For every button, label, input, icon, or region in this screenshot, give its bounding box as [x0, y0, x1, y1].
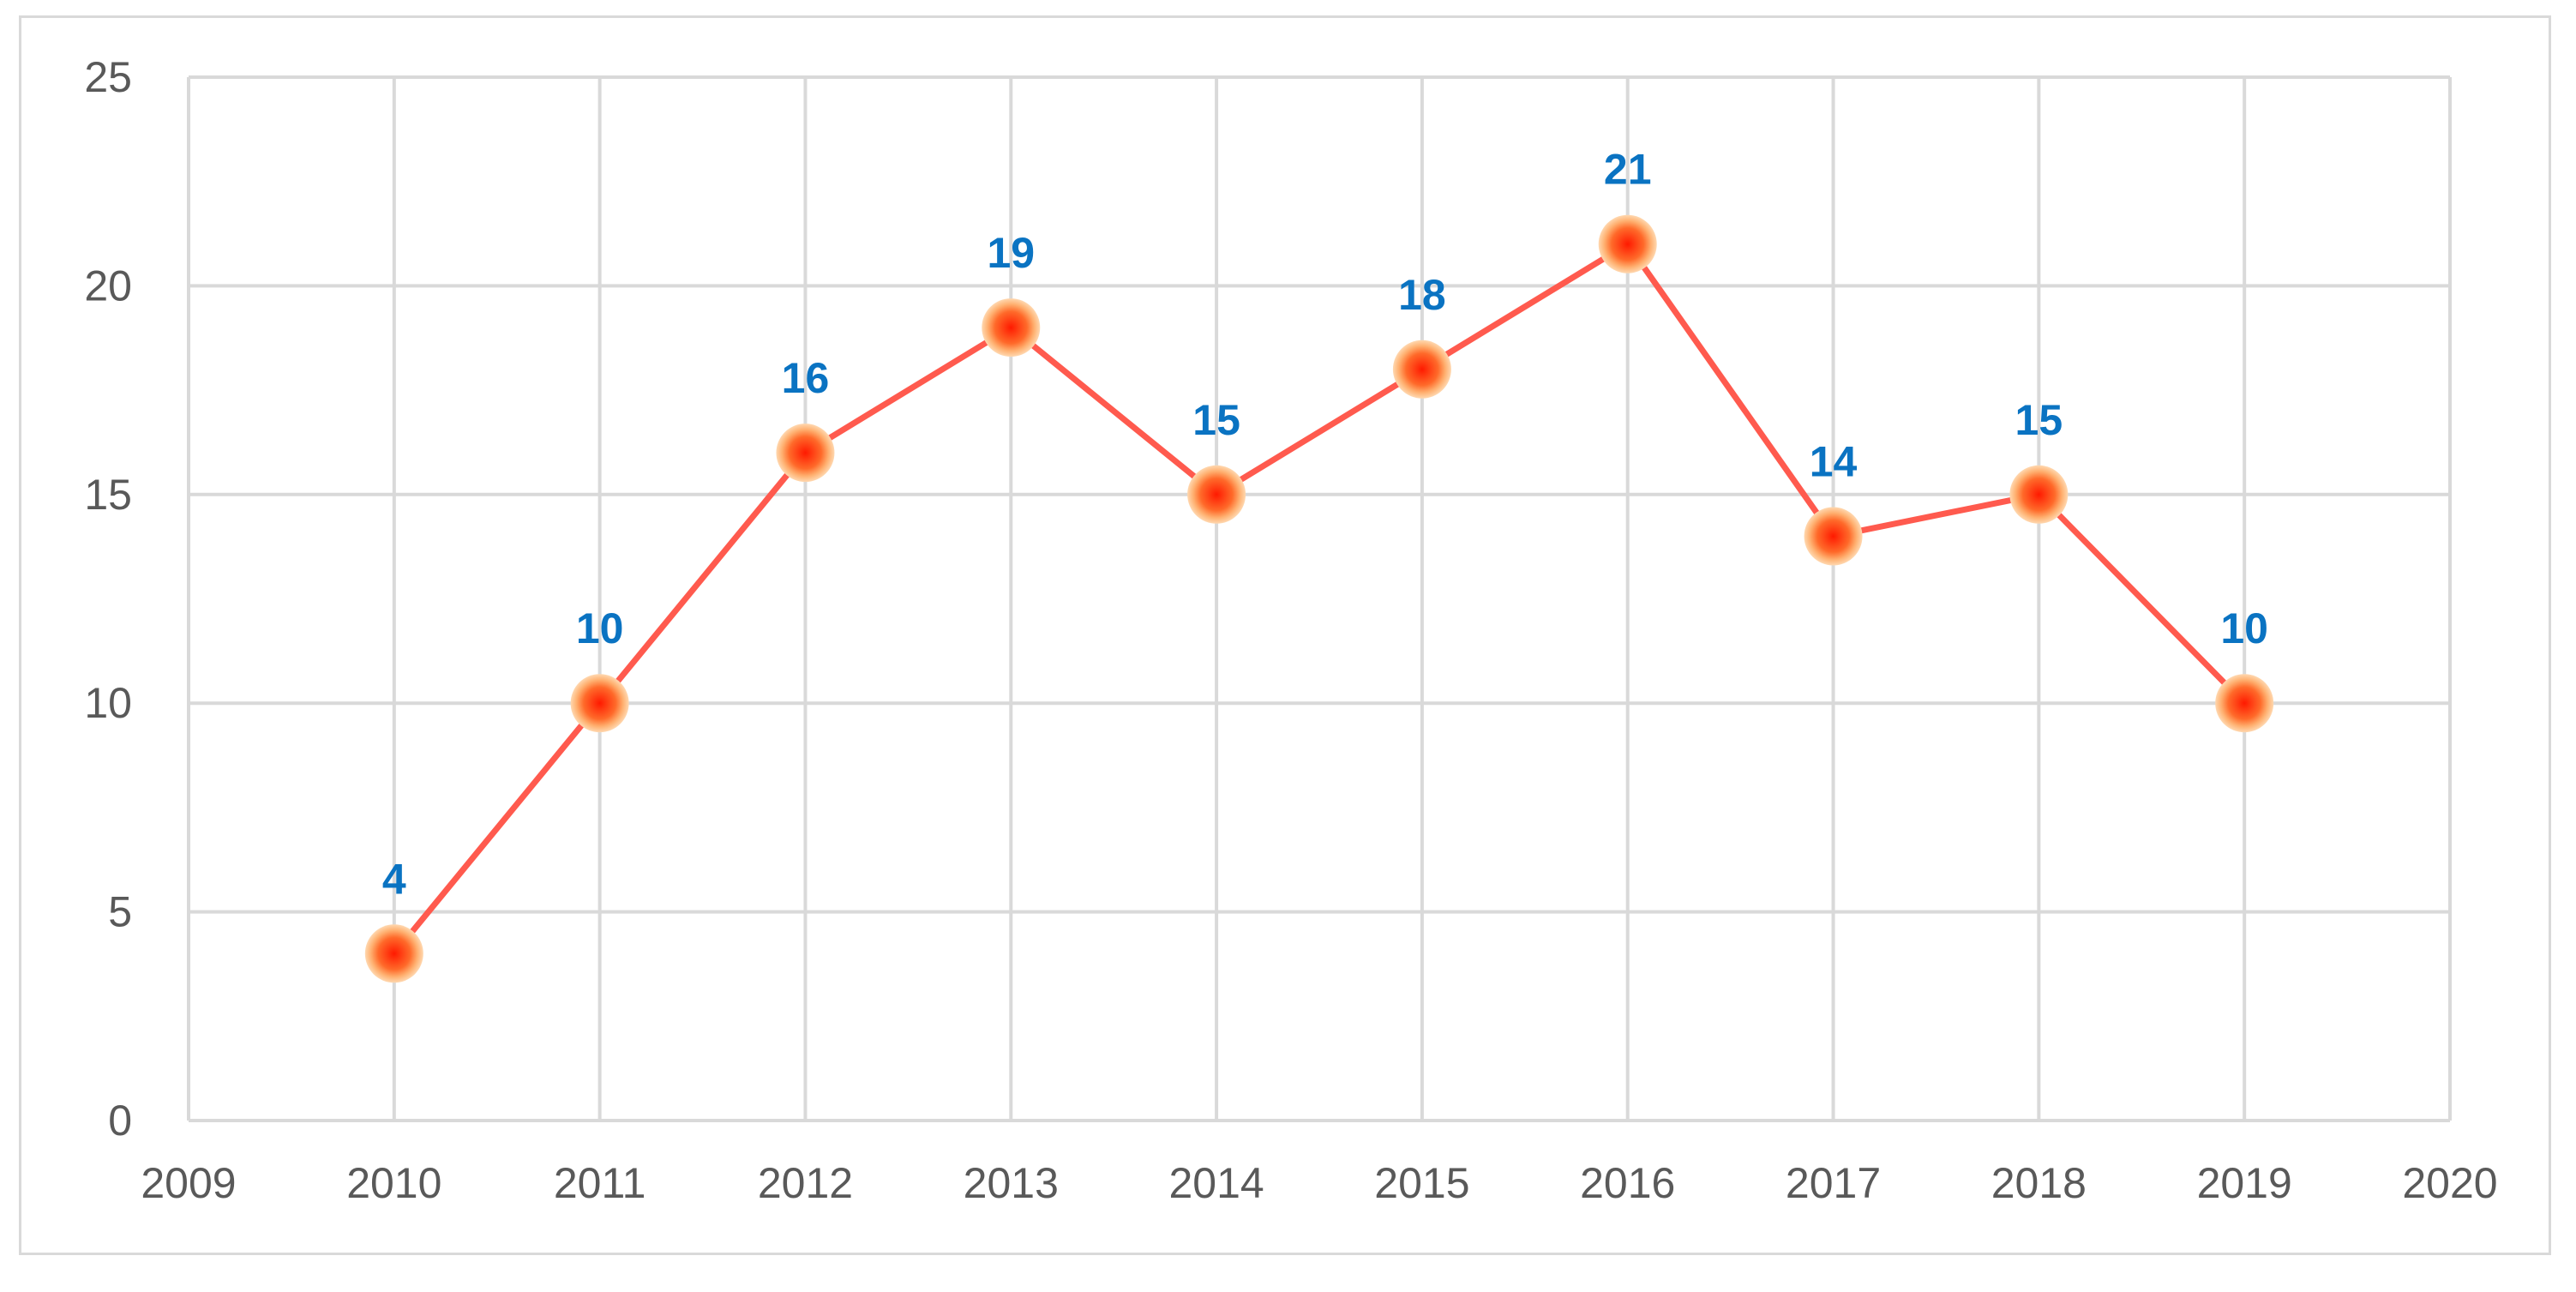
data-label: 21 [1604, 146, 1652, 194]
x-tick-label: 2009 [141, 1159, 236, 1207]
data-point-marker [1804, 507, 1863, 566]
x-tick-label: 2020 [2402, 1159, 2497, 1207]
chart-frame [19, 15, 2551, 1255]
data-label: 19 [987, 229, 1035, 277]
data-point-marker [364, 924, 423, 983]
x-tick-label: 2010 [346, 1159, 441, 1207]
data-point-marker [1187, 465, 1246, 524]
series-line-path [392, 241, 2247, 956]
data-point-marker [982, 298, 1041, 358]
data-label: 14 [1810, 437, 1858, 485]
data-point-marker [570, 674, 629, 733]
y-tick-label: 20 [84, 261, 132, 309]
x-tick-label: 2019 [2197, 1159, 2292, 1207]
x-tick-label: 2017 [1786, 1159, 1881, 1207]
y-tick-label: 25 [84, 53, 132, 101]
x-tick-label: 2014 [1168, 1159, 1264, 1207]
data-points [364, 214, 2274, 983]
data-label: 18 [1398, 271, 1446, 319]
data-label: 15 [2015, 396, 2063, 444]
axes: 0 5 10 15 20 25 2009 2010 2011 2012 2013 2014 2015 20… [84, 53, 2497, 1207]
data-label: 10 [2220, 604, 2268, 652]
x-tick-label: 2011 [554, 1159, 646, 1207]
x-tick-label: 2013 [964, 1159, 1059, 1207]
x-tick-label: 2016 [1580, 1159, 1675, 1207]
data-label: 10 [576, 604, 624, 652]
y-tick-label: 0 [108, 1097, 132, 1145]
x-tick-label: 2015 [1374, 1159, 1469, 1207]
data-point-marker [1392, 340, 1451, 399]
data-point-marker [776, 424, 835, 483]
y-tick-label: 10 [84, 679, 132, 727]
y-tick-label: 15 [84, 471, 132, 519]
data-label: 16 [782, 354, 830, 402]
data-label: 4 [382, 855, 406, 903]
y-tick-label: 5 [108, 888, 132, 936]
x-tick-label: 2018 [1991, 1159, 2087, 1207]
x-tick-label: 2012 [758, 1159, 853, 1207]
series-line [392, 241, 2247, 956]
gridlines [187, 75, 2452, 1122]
data-point-marker [2009, 465, 2069, 524]
data-labels: 4 10 16 19 15 18 21 14 15 10 [382, 146, 2268, 904]
data-point-marker [2215, 674, 2274, 733]
data-label: 15 [1192, 396, 1240, 444]
data-point-marker [1598, 214, 1657, 273]
